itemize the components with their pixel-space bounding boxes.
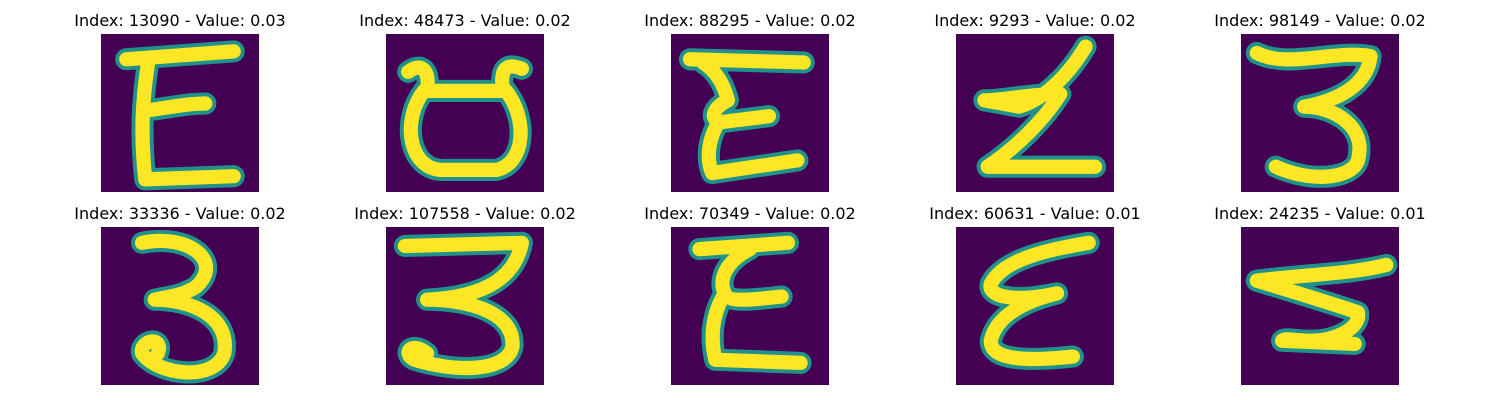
digit-svg bbox=[101, 34, 259, 192]
panel-7: Index: 107558 - Value: 0.02 bbox=[320, 193, 610, 385]
panel-10: Index: 24235 - Value: 0.01 bbox=[1175, 193, 1465, 385]
glyph-stroke bbox=[977, 39, 1103, 174]
panel-title: Index: 60631 - Value: 0.01 bbox=[929, 204, 1141, 223]
digit-svg bbox=[386, 227, 544, 385]
digit-image bbox=[671, 227, 829, 385]
digit-svg bbox=[956, 34, 1114, 192]
digit-svg bbox=[1241, 34, 1399, 192]
panel-5: Index: 98149 - Value: 0.02 bbox=[1175, 0, 1465, 192]
panel-title: Index: 88295 - Value: 0.02 bbox=[644, 11, 856, 30]
panel-title: Index: 98149 - Value: 0.02 bbox=[1214, 11, 1426, 30]
digit-image bbox=[386, 34, 544, 192]
panel-title: Index: 107558 - Value: 0.02 bbox=[354, 204, 576, 223]
panel-2: Index: 48473 - Value: 0.02 bbox=[320, 0, 610, 192]
glyph-stroke bbox=[119, 44, 241, 187]
panel-title: Index: 24235 - Value: 0.01 bbox=[1214, 204, 1426, 223]
glyph-stroke bbox=[397, 235, 529, 376]
glyph-stroke bbox=[134, 233, 232, 380]
digit-svg bbox=[101, 227, 259, 385]
panel-9: Index: 60631 - Value: 0.01 bbox=[890, 193, 1180, 385]
panel-8: Index: 70349 - Value: 0.02 bbox=[605, 193, 895, 385]
digit-image bbox=[101, 34, 259, 192]
digit-image bbox=[956, 34, 1114, 192]
glyph-stroke bbox=[983, 235, 1096, 367]
digit-image bbox=[956, 227, 1114, 385]
glyph-stroke bbox=[1249, 257, 1394, 352]
panel-1: Index: 13090 - Value: 0.03 bbox=[35, 0, 325, 192]
panel-title: Index: 13090 - Value: 0.03 bbox=[74, 11, 286, 30]
panel-3: Index: 88295 - Value: 0.02 bbox=[605, 0, 895, 192]
digit-svg bbox=[671, 34, 829, 192]
digit-image bbox=[386, 227, 544, 385]
glyph-stroke bbox=[401, 59, 529, 177]
digit-svg bbox=[671, 227, 829, 385]
digit-svg bbox=[386, 34, 544, 192]
glyph-stroke bbox=[1249, 45, 1378, 184]
digit-image bbox=[1241, 34, 1399, 192]
glyph-stroke bbox=[692, 235, 808, 370]
glyph-stroke bbox=[682, 52, 811, 181]
digit-image bbox=[671, 34, 829, 192]
digit-svg bbox=[956, 227, 1114, 385]
panel-6: Index: 33336 - Value: 0.02 bbox=[35, 193, 325, 385]
panel-title: Index: 9293 - Value: 0.02 bbox=[934, 11, 1136, 30]
digit-image bbox=[101, 227, 259, 385]
panel-title: Index: 48473 - Value: 0.02 bbox=[359, 11, 571, 30]
digit-image bbox=[1241, 227, 1399, 385]
panel-title: Index: 70349 - Value: 0.02 bbox=[644, 204, 856, 223]
panel-title: Index: 33336 - Value: 0.02 bbox=[74, 204, 286, 223]
digit-svg bbox=[1241, 227, 1399, 385]
panel-4: Index: 9293 - Value: 0.02 bbox=[890, 0, 1180, 192]
